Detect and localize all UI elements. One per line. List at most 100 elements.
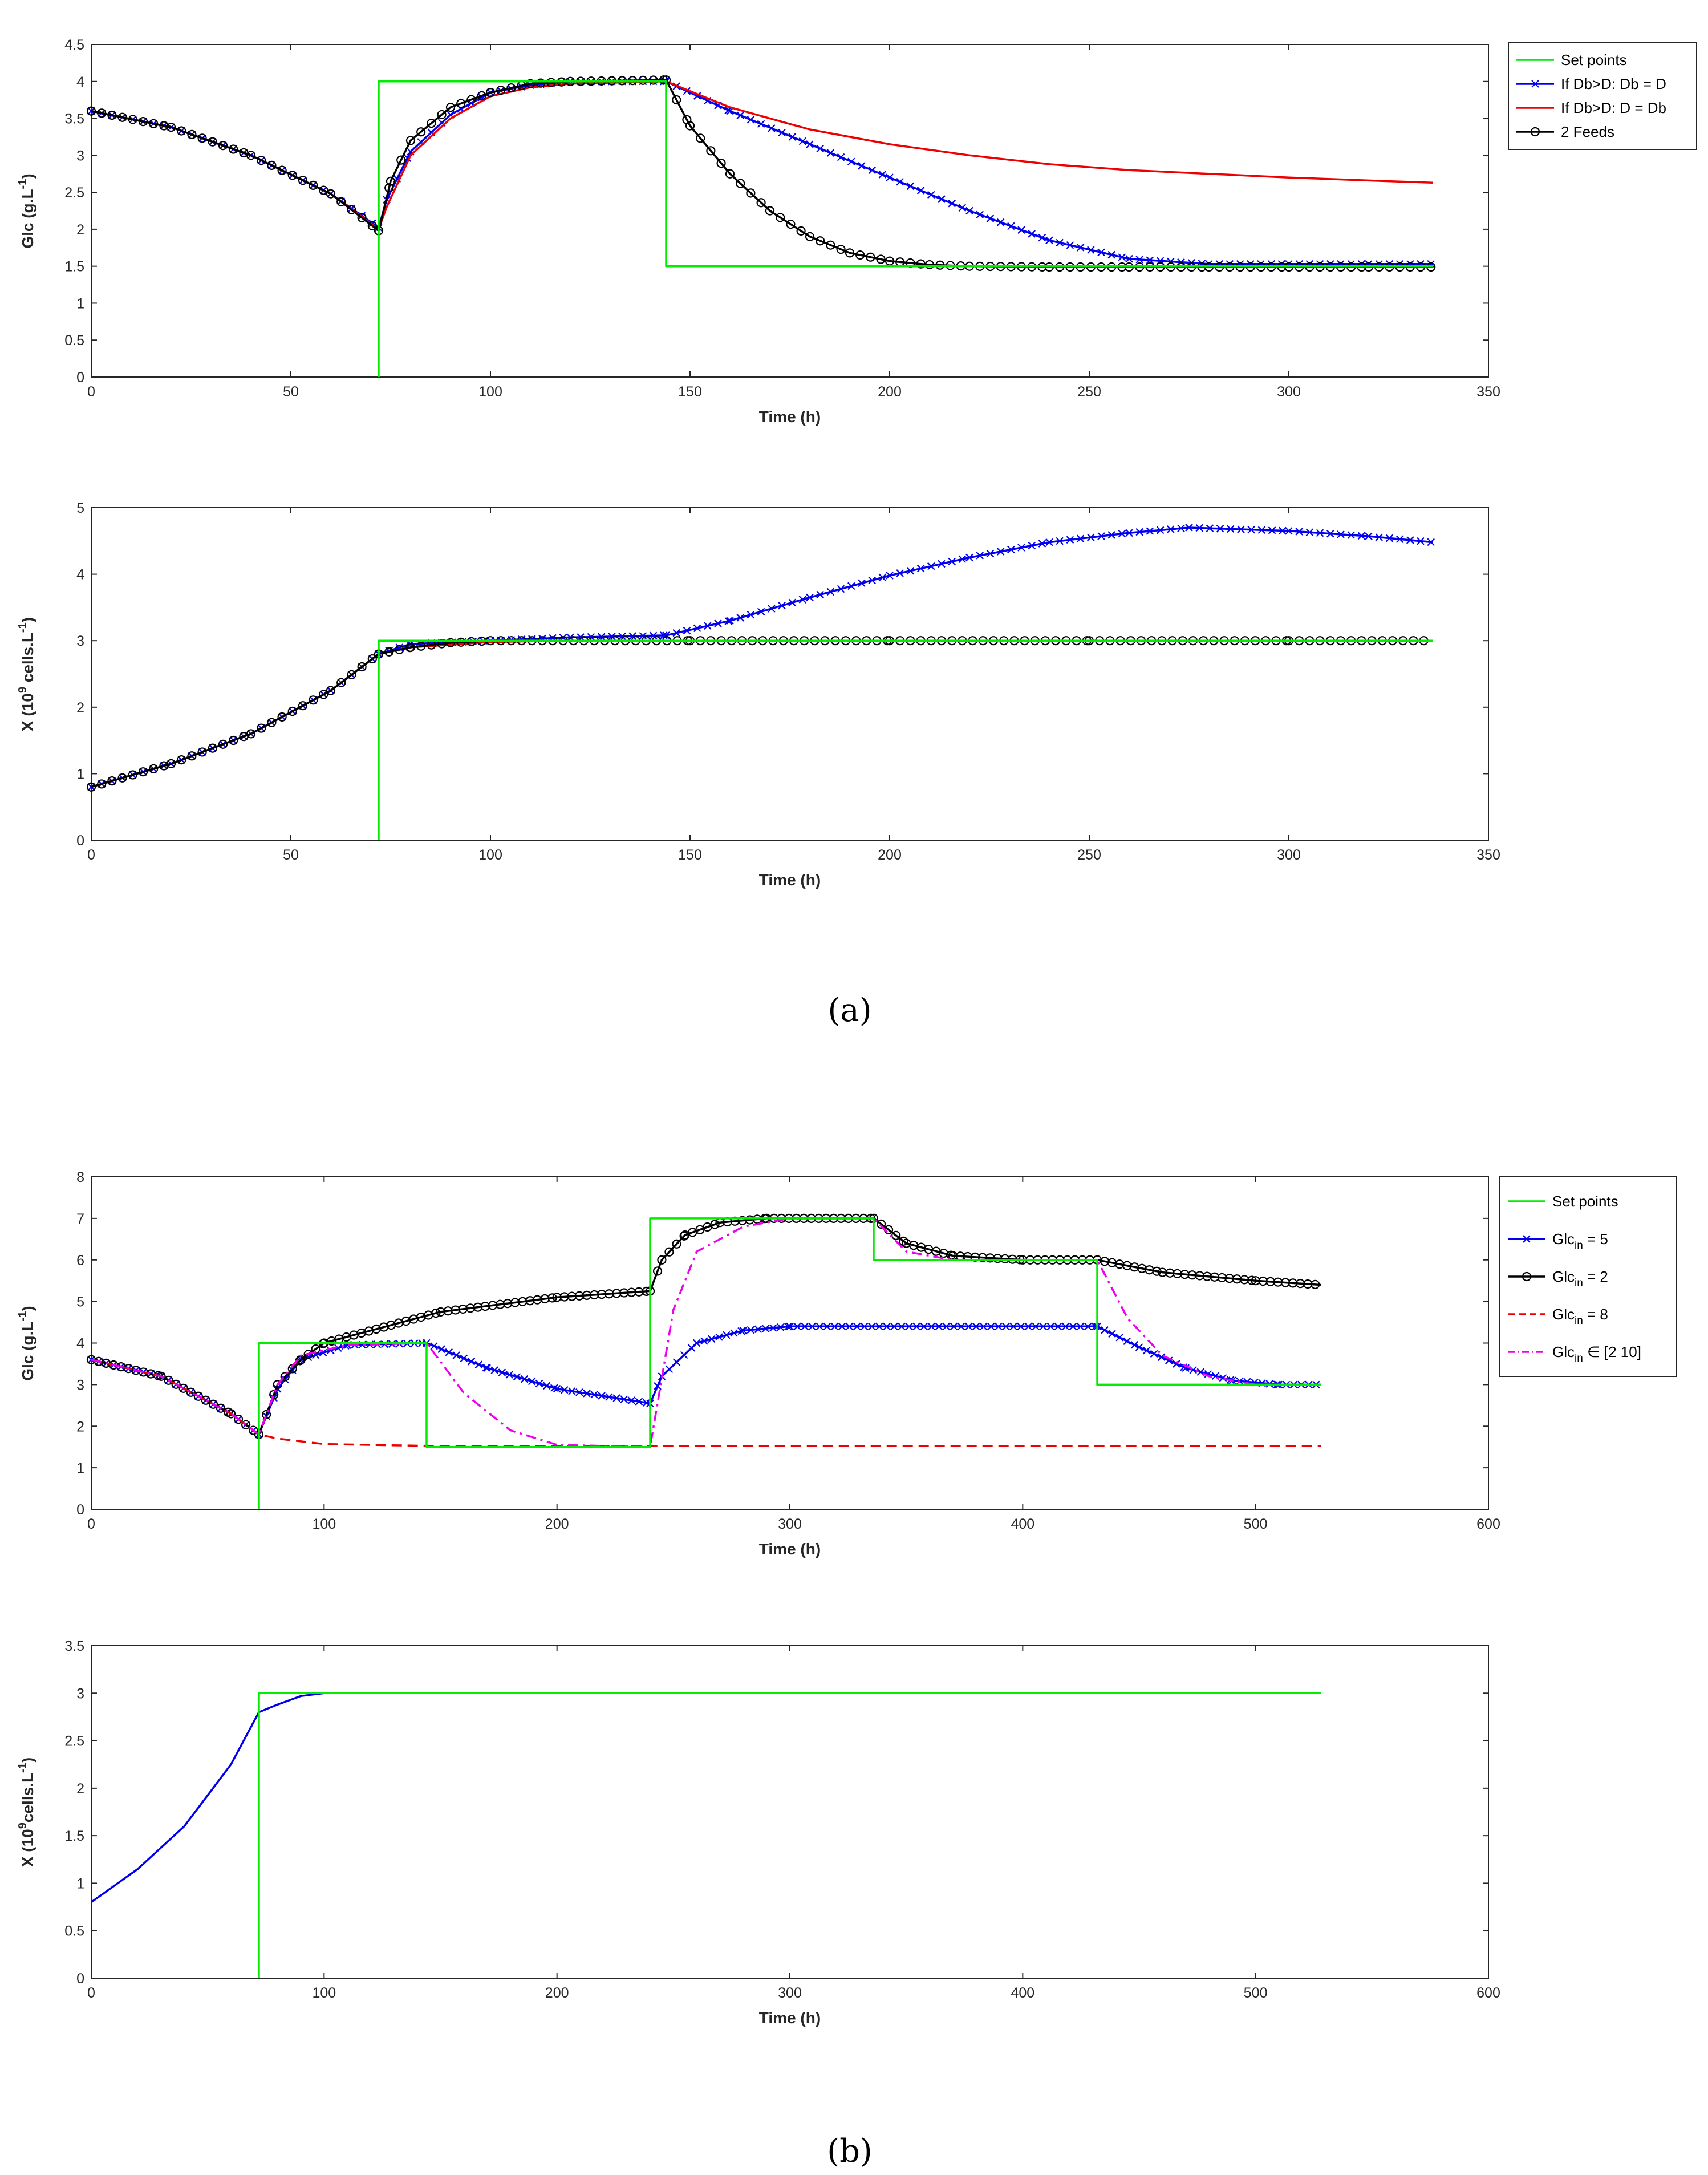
- data-point: [1125, 529, 1133, 537]
- data-point: [416, 127, 426, 137]
- legend-entry: Glcin = 8: [1508, 1306, 1608, 1327]
- y-tick-label: 1: [76, 766, 84, 782]
- data-point: [107, 776, 117, 786]
- data-point: [680, 1351, 688, 1359]
- data-point: [138, 767, 148, 777]
- data-point: [826, 240, 835, 250]
- data-point: [957, 1322, 965, 1331]
- y-tick-label: 0: [76, 370, 84, 386]
- x-tick-label: 300: [1277, 847, 1301, 863]
- data-point: [1017, 226, 1025, 234]
- data-point: [716, 159, 726, 168]
- data-point: [845, 248, 855, 258]
- data-point: [723, 1331, 731, 1339]
- data-point: [384, 183, 394, 193]
- legend-marker: [1523, 1235, 1531, 1243]
- x-tick-label: 200: [878, 847, 902, 863]
- data-point: [474, 1360, 483, 1368]
- x-tick-label: 100: [312, 1516, 336, 1532]
- data-point: [1305, 528, 1314, 537]
- data-point: [1357, 532, 1366, 540]
- data-point: [836, 244, 846, 254]
- data-point: [1206, 524, 1214, 532]
- data-point: [876, 1219, 886, 1229]
- series-0: [258, 1217, 1321, 1509]
- data-point: [685, 121, 695, 131]
- data-point: [298, 701, 308, 711]
- data-point: [208, 137, 217, 147]
- data-point: [736, 179, 745, 188]
- data-point: [858, 579, 866, 588]
- data-point: [639, 631, 647, 640]
- y-tick-label: 1: [76, 295, 84, 311]
- data-point: [1295, 528, 1303, 536]
- data-point: [920, 1322, 928, 1331]
- data-point: [1002, 1322, 1010, 1331]
- data-point: [1024, 1322, 1032, 1331]
- data-point: [334, 1344, 342, 1352]
- data-point: [1417, 537, 1425, 545]
- chart-a-glc: 0 50 100 150 200 250 300 350 0 0.5 1 1.5 2 2.5 3 3.5 4 4…: [17, 37, 1697, 426]
- data-point: [395, 645, 404, 655]
- data-point: [746, 188, 756, 198]
- data-point: [386, 176, 396, 186]
- data-point: [847, 582, 855, 590]
- data-point: [905, 1322, 913, 1331]
- legend-entry: Glcin ∈ [2 10]: [1508, 1343, 1641, 1364]
- data-point: [912, 1322, 920, 1331]
- data-point: [216, 1403, 226, 1413]
- data-point: [776, 1323, 785, 1331]
- y-tick-label: 5: [76, 500, 84, 516]
- y-tick-label: 3: [76, 633, 84, 649]
- data-point: [927, 191, 935, 199]
- data-point: [916, 564, 925, 573]
- data-point: [166, 759, 176, 769]
- data-point: [1347, 531, 1355, 539]
- x-tick-label: 350: [1476, 384, 1500, 400]
- panel-label-a: (a): [827, 992, 871, 1029]
- data-point: [867, 1322, 876, 1331]
- x-tick-label: 350: [1476, 847, 1500, 863]
- y-tick-label: 3: [76, 148, 84, 164]
- x-tick-label: 300: [778, 1516, 802, 1532]
- data-point: [280, 1372, 290, 1382]
- data-point: [693, 624, 701, 633]
- data-point: [845, 1322, 854, 1331]
- legend-marker: [1522, 1271, 1532, 1282]
- x-tick-label: 100: [478, 384, 502, 400]
- series-line: [258, 1692, 1321, 1978]
- data-point: [866, 252, 875, 262]
- x-tick-label: 0: [87, 384, 95, 400]
- data-point: [757, 120, 765, 128]
- data-point: [1056, 238, 1064, 247]
- data-point: [1076, 534, 1085, 543]
- data-point: [876, 254, 886, 264]
- data-point: [1173, 1360, 1180, 1368]
- data-point: [801, 1322, 809, 1331]
- data-point: [891, 1230, 901, 1240]
- data-point: [1152, 1266, 1162, 1276]
- data-point: [357, 662, 367, 672]
- data-point: [246, 151, 256, 160]
- y-axis-label: X (109 cells.L-1): [17, 617, 36, 731]
- data-point: [618, 632, 626, 641]
- data-point: [784, 1322, 792, 1331]
- data-point: [430, 1342, 438, 1350]
- data-point: [890, 1322, 898, 1331]
- data-point: [1247, 525, 1255, 534]
- data-point: [660, 631, 668, 639]
- data-point: [87, 1355, 95, 1364]
- data-point: [208, 743, 217, 753]
- x-ticks: 0 50 100 150 200 250 300 350: [87, 508, 1500, 863]
- data-point: [597, 633, 606, 641]
- y-tick-label: 0.5: [64, 1923, 84, 1939]
- data-point: [868, 166, 876, 175]
- y-tick-label: 0: [76, 1502, 84, 1518]
- data-point: [898, 1322, 906, 1331]
- data-point: [1279, 526, 1287, 535]
- data-point: [965, 206, 973, 215]
- data-point: [739, 1326, 748, 1335]
- data-point: [1375, 533, 1383, 541]
- data-point: [575, 1388, 583, 1396]
